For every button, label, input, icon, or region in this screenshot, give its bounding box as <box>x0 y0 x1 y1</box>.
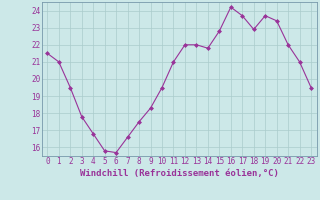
X-axis label: Windchill (Refroidissement éolien,°C): Windchill (Refroidissement éolien,°C) <box>80 169 279 178</box>
